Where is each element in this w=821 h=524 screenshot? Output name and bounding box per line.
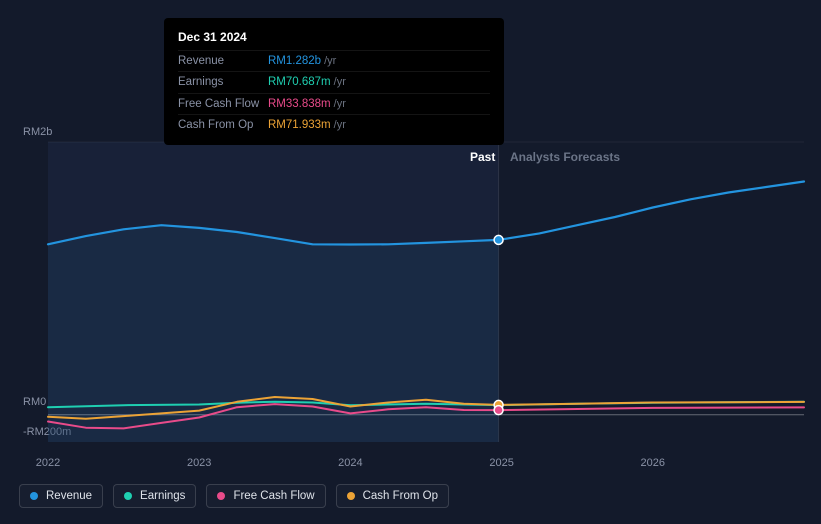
chart-tooltip: Dec 31 2024 RevenueRM1.282b/yrEarningsRM…	[164, 18, 504, 145]
tooltip-row: RevenueRM1.282b/yr	[178, 50, 490, 71]
forecast-label: Analysts Forecasts	[510, 150, 620, 164]
legend-item-cash-from-op[interactable]: Cash From Op	[336, 484, 449, 508]
legend-item-earnings[interactable]: Earnings	[113, 484, 196, 508]
chart-legend: Revenue Earnings Free Cash Flow Cash From O…	[19, 484, 449, 508]
legend-dot-icon	[30, 492, 38, 500]
past-label: Past	[470, 150, 495, 164]
legend-dot-icon	[347, 492, 355, 500]
tooltip-row: EarningsRM70.687m/yr	[178, 71, 490, 92]
y-tick-label: RM2b	[23, 126, 52, 138]
tooltip-date: Dec 31 2024	[178, 28, 490, 46]
tooltip-metric-suffix: /yr	[334, 74, 346, 91]
legend-label: Free Cash Flow	[233, 490, 314, 502]
tooltip-metric-suffix: /yr	[324, 53, 336, 70]
tooltip-metric-suffix: /yr	[334, 96, 346, 113]
legend-dot-icon	[217, 492, 225, 500]
x-tick-label: 2023	[187, 457, 211, 469]
legend-label: Earnings	[140, 490, 185, 502]
legend-item-free-cash-flow[interactable]: Free Cash Flow	[206, 484, 325, 508]
tooltip-row: Cash From OpRM71.933m/yr	[178, 114, 490, 135]
x-tick-label: 2024	[338, 457, 362, 469]
tooltip-metric-value: RM33.838m	[268, 96, 331, 113]
tooltip-row: Free Cash FlowRM33.838m/yr	[178, 93, 490, 114]
financials-chart	[48, 142, 804, 442]
legend-label: Revenue	[46, 490, 92, 502]
tooltip-metric-value: RM71.933m	[268, 117, 331, 134]
tooltip-metric-label: Revenue	[178, 53, 268, 70]
tooltip-metric-label: Cash From Op	[178, 117, 268, 134]
y-tick-label: RM0	[23, 396, 46, 408]
tooltip-metric-value: RM1.282b	[268, 53, 321, 70]
legend-item-revenue[interactable]: Revenue	[19, 484, 103, 508]
legend-dot-icon	[124, 492, 132, 500]
tooltip-metric-label: Free Cash Flow	[178, 96, 268, 113]
tooltip-metric-suffix: /yr	[334, 117, 346, 134]
x-tick-label: 2026	[641, 457, 665, 469]
legend-label: Cash From Op	[363, 490, 438, 502]
tooltip-metric-label: Earnings	[178, 74, 268, 91]
x-tick-label: 2022	[36, 457, 60, 469]
x-tick-label: 2025	[489, 457, 513, 469]
tooltip-metric-value: RM70.687m	[268, 74, 331, 91]
